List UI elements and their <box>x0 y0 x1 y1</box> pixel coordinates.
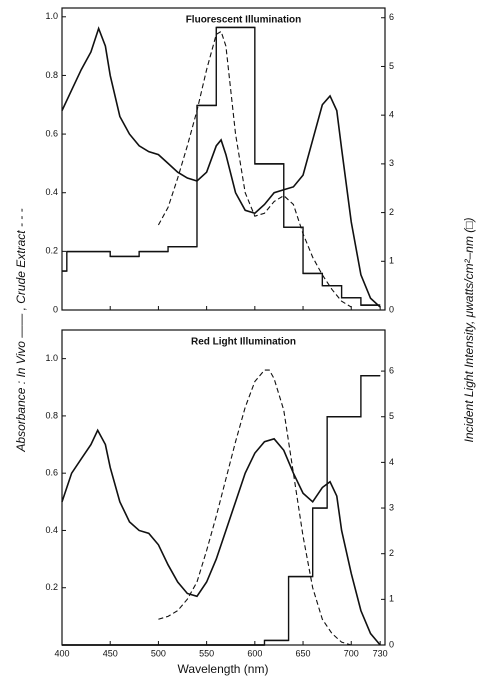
y2-tick-label: 2 <box>389 207 394 217</box>
x-tick-label: 500 <box>151 648 166 658</box>
y2-tick-label: 0 <box>389 304 394 314</box>
y2-tick-label: 0 <box>389 639 394 649</box>
plot-frame <box>61 7 386 311</box>
y-axis-label: Absorbance : In Vivo —— , Crude Extract … <box>14 208 28 452</box>
y-tick-label: 0.4 <box>45 525 58 535</box>
y2-tick-label: 1 <box>389 256 394 266</box>
panel-title: Red Light Illumination <box>191 337 296 348</box>
y2-tick-label: 3 <box>389 502 394 512</box>
y2-tick-label: 3 <box>389 158 394 168</box>
x-tick-label: 650 <box>296 648 311 658</box>
y-tick-label: 0.2 <box>45 582 58 592</box>
x-axis-label: Wavelength (nm) <box>178 662 269 676</box>
y2-tick-label: 1 <box>389 594 394 604</box>
y2-tick-label: 4 <box>389 110 394 120</box>
step-risers <box>62 374 381 646</box>
y-tick-label: 0.8 <box>45 410 58 420</box>
y2-tick-label: 2 <box>389 548 394 558</box>
y-tick-label: 0.4 <box>45 187 58 197</box>
y-tick-label: 0.2 <box>45 246 58 256</box>
y2-tick-label: 5 <box>389 411 394 421</box>
y2-tick-label: 6 <box>389 365 394 375</box>
x-tick-label: 400 <box>54 648 69 658</box>
x-tick-label: 600 <box>247 648 262 658</box>
y2-axis-label: Incident Light Intensity, μwatts/cm²–nm … <box>462 217 476 442</box>
y-tick-label: 0 <box>53 304 58 314</box>
dashed-curve <box>158 369 352 646</box>
y-tick-label: 1.0 <box>45 11 58 21</box>
step-risers <box>62 26 381 306</box>
y2-tick-label: 6 <box>389 12 394 22</box>
x-tick-label: 700 <box>344 648 359 658</box>
panel-title: Fluorescent Illumination <box>186 15 302 26</box>
y2-tick-label: 4 <box>389 457 394 467</box>
y-tick-label: 0.6 <box>45 128 58 138</box>
x-tick-label: 550 <box>199 648 214 658</box>
y-tick-label: 0.6 <box>45 468 58 478</box>
x-tick-label: 450 <box>103 648 118 658</box>
y-tick-label: 0.8 <box>45 70 58 80</box>
y2-tick-label: 5 <box>389 61 394 71</box>
solid-curve <box>61 26 381 308</box>
x-tick-label: 730 <box>373 648 388 658</box>
solid-curve <box>61 428 381 646</box>
y-tick-label: 1.0 <box>45 353 58 363</box>
